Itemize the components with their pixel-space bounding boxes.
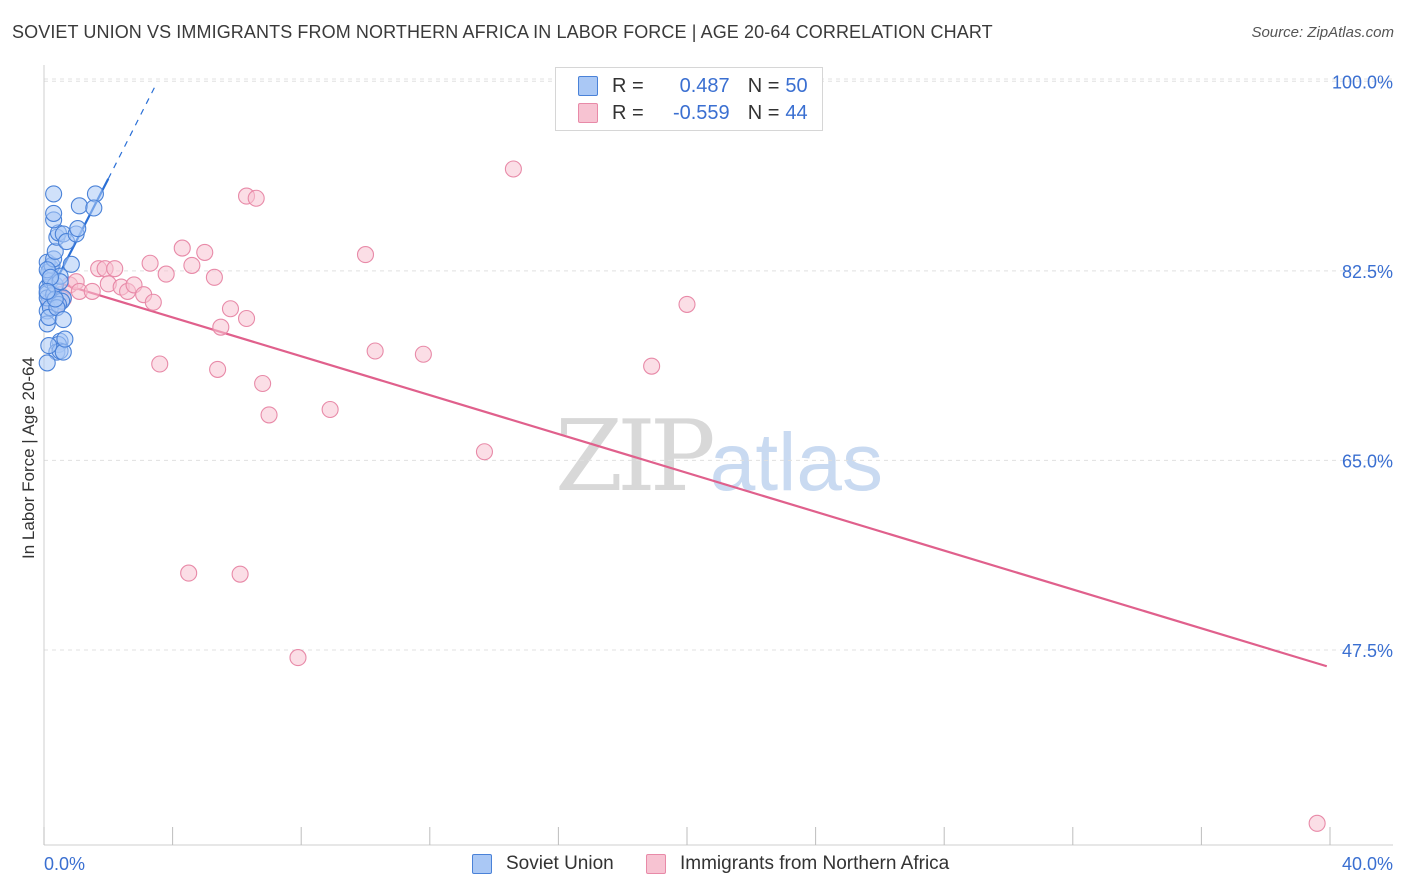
point-soviet-union [54, 311, 72, 329]
grid-layer [44, 78, 1393, 651]
point-northern-africa [173, 239, 191, 257]
bottom-legend-swatch-blue [472, 854, 492, 874]
y-tick-label: 100.0% [1332, 72, 1393, 92]
point-northern-africa [678, 295, 696, 313]
point-northern-africa [180, 564, 198, 582]
bottom-legend-label: Immigrants from Northern Africa [680, 853, 950, 874]
point-northern-africa [356, 246, 375, 264]
legend-n-value: 44 [785, 101, 808, 124]
point-northern-africa [183, 256, 201, 274]
point-soviet-union [70, 197, 88, 215]
point-northern-africa [475, 443, 494, 461]
y-tick-label: 82.5% [1342, 262, 1393, 282]
point-northern-africa [209, 360, 227, 378]
y-tick-label: 65.0% [1342, 451, 1393, 471]
points-layer [38, 160, 1326, 832]
point-soviet-union [69, 220, 87, 238]
point-northern-africa [151, 355, 169, 373]
point-northern-africa [254, 374, 272, 393]
point-northern-africa [212, 318, 230, 336]
x-tick-label-min: 0.0% [44, 854, 85, 874]
point-northern-africa [321, 400, 339, 419]
point-northern-africa [643, 357, 661, 375]
point-soviet-union [45, 204, 63, 222]
bottom-legend-northern-africa: Immigrants from Northern Africa [646, 852, 949, 876]
point-northern-africa [205, 268, 223, 286]
chart-title: SOVIET UNION VS IMMIGRANTS FROM NORTHERN… [12, 22, 993, 42]
point-soviet-union [40, 337, 58, 355]
x-tick-label-max: 40.0% [1342, 854, 1393, 874]
point-northern-africa [106, 260, 124, 278]
point-northern-africa [414, 345, 432, 363]
legend-swatch-pink [578, 103, 598, 123]
trendline-extension-soviet-union [107, 83, 158, 180]
point-northern-africa [237, 309, 256, 328]
bottom-legend-soviet-union: Soviet Union [472, 852, 614, 876]
point-northern-africa [141, 254, 159, 272]
legend-n-value: 50 [785, 74, 808, 97]
point-northern-africa [504, 160, 522, 178]
point-northern-africa [221, 300, 240, 318]
y-tick-label: 47.5% [1342, 641, 1393, 661]
bottom-legend-label: Soviet Union [506, 853, 614, 874]
point-northern-africa [260, 406, 278, 424]
point-northern-africa [289, 649, 307, 667]
legend-n-label: N = [747, 74, 780, 97]
labels-layer: 100.0% 82.5% 65.0% 47.5% 0.0% 40.0% In Labor F… [19, 72, 1393, 874]
legend-row-northern-africa: R = -0.559 N = 44 [578, 100, 808, 126]
legend-r-label: R = [612, 74, 644, 97]
legend-r-value: -0.559 [672, 101, 730, 124]
point-northern-africa [196, 243, 214, 261]
point-northern-africa [144, 293, 162, 311]
bottom-legend-swatch-pink [646, 854, 666, 874]
point-soviet-union [38, 282, 56, 300]
legend-swatch-blue [578, 76, 598, 96]
legend-r-value: 0.487 [679, 74, 730, 97]
point-northern-africa [366, 342, 384, 360]
legend-row-soviet-union: R = 0.487 N = 50 [578, 73, 808, 99]
point-soviet-union [41, 268, 59, 286]
correlation-legend: R = 0.487 N = 50 R = -0.559 N = 44 [555, 67, 823, 131]
point-soviet-union [45, 185, 63, 203]
point-northern-africa [83, 282, 101, 300]
legend-n-label: N = [747, 101, 780, 124]
point-northern-africa [1308, 814, 1326, 832]
legend-r-label: R = [612, 101, 644, 124]
point-northern-africa [247, 189, 265, 207]
point-soviet-union [56, 330, 74, 348]
point-northern-africa [157, 265, 175, 283]
trendline-northern-africa [46, 278, 1328, 668]
point-northern-africa [231, 565, 249, 583]
source-label: Source: ZipAtlas.com [1251, 24, 1394, 41]
point-soviet-union [86, 185, 104, 203]
axis-layer [43, 65, 1393, 846]
point-soviet-union [38, 354, 56, 372]
y-axis-label: In Labor Force | Age 20-64 [19, 357, 38, 559]
point-soviet-union [62, 255, 80, 273]
point-soviet-union [85, 199, 103, 217]
